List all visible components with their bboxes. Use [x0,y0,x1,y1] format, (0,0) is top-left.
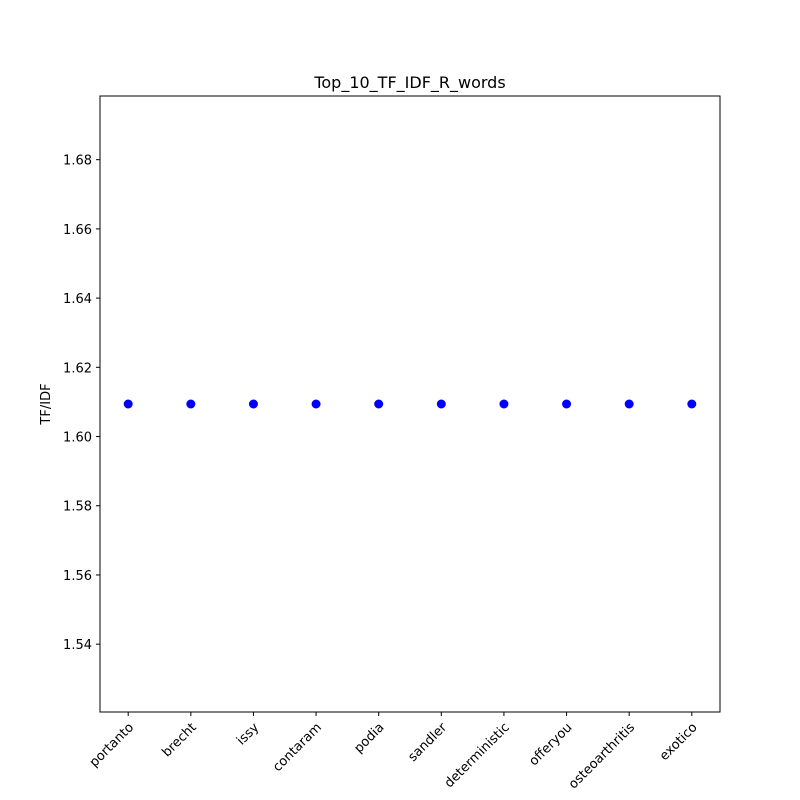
x-tick-label: podia [351,720,387,756]
data-point [436,399,446,409]
y-axis: 1.54 1.56 1.58 1.60 1.62 1.64 1.66 1.68 [63,154,100,653]
x-axis: portanto brecht issy contaram podia sandlerde… [87,712,701,792]
data-point [499,399,509,409]
data-point [123,399,133,409]
y-tick-label: 1.64 [63,292,92,307]
x-tick-label: osteoarthritis [566,720,638,792]
x-tick-label: brecht [159,720,199,760]
x-tick-label: portanto [87,720,137,770]
x-tick-label: exotico [657,720,701,764]
x-tick-label: offeryou [526,720,575,769]
data-points [123,399,697,409]
y-tick-label: 1.54 [63,638,92,653]
data-point [186,399,196,409]
x-tick-label: contaram [270,720,325,775]
data-point [311,399,321,409]
x-tick-label: deterministic [442,720,513,791]
chart-title: Top_10_TF_IDF_R_words [313,73,505,93]
plot-frame [99,95,721,713]
y-tick-label: 1.58 [63,500,92,515]
x-tick-label: sandler [405,720,450,765]
y-tick-label: 1.56 [63,569,92,584]
y-tick-label: 1.62 [63,361,92,376]
y-tick-label: 1.66 [63,223,92,238]
y-axis-label: TF/IDF [39,383,54,425]
data-point [248,399,258,409]
y-tick-label: 1.60 [63,431,92,446]
data-point [374,399,384,409]
x-tick-label: issy [234,720,262,748]
y-tick-label: 1.68 [63,154,92,169]
data-point [562,399,572,409]
data-point [687,399,697,409]
data-point [624,399,634,409]
